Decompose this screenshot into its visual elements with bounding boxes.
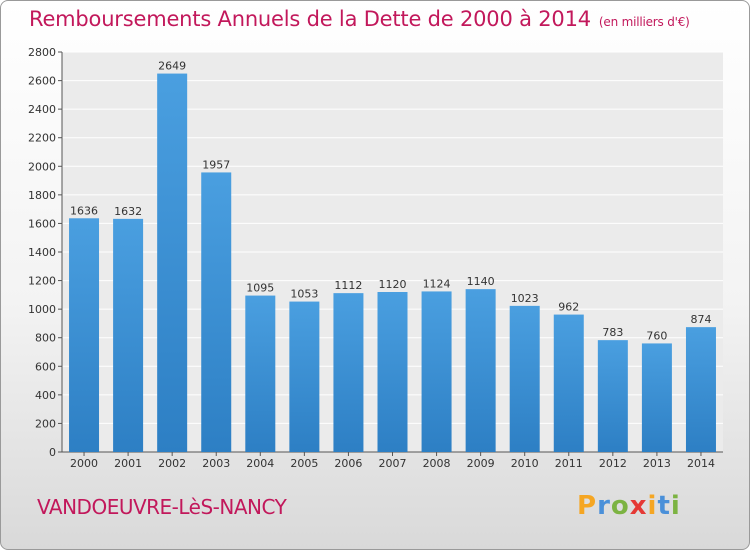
logo-letter: i — [647, 491, 658, 521]
data-label: 1120 — [379, 278, 407, 291]
x-tick-label: 2011 — [555, 457, 583, 470]
bar — [289, 301, 320, 452]
x-tick-label: 2006 — [334, 457, 362, 470]
bar — [157, 73, 188, 453]
x-tick-label: 2001 — [114, 457, 142, 470]
bar — [377, 292, 408, 452]
logo-letter: P — [577, 491, 598, 521]
x-tick-label: 2002 — [158, 457, 186, 470]
bar — [509, 305, 540, 452]
x-tick-label: 2000 — [70, 457, 98, 470]
x-tick-label: 2012 — [599, 457, 627, 470]
data-label: 1636 — [70, 204, 98, 217]
y-tick-label: 2600 — [28, 75, 56, 88]
bar — [333, 293, 364, 452]
y-tick-label: 2000 — [28, 160, 56, 173]
y-tick-label: 0 — [49, 446, 56, 459]
x-tick-label: 2014 — [687, 457, 715, 470]
y-tick-label: 2800 — [28, 46, 56, 59]
y-tick-label: 1800 — [28, 189, 56, 202]
logo-letter: t — [657, 491, 671, 521]
bar — [421, 291, 452, 452]
proxiti-logo: Proxiti — [577, 491, 681, 521]
bar — [641, 343, 672, 452]
y-tick-label: 2200 — [28, 132, 56, 145]
x-tick-label: 2005 — [290, 457, 318, 470]
x-tick-label: 2009 — [467, 457, 495, 470]
data-label: 760 — [646, 329, 667, 342]
y-tick-label: 400 — [35, 389, 56, 402]
x-tick-label: 2004 — [246, 457, 274, 470]
logo-letter: r — [597, 491, 611, 521]
data-label: 962 — [558, 301, 579, 314]
data-label: 1095 — [246, 282, 274, 295]
data-label: 874 — [690, 313, 711, 326]
y-tick-label: 2400 — [28, 103, 56, 116]
y-tick-label: 1600 — [28, 217, 56, 230]
data-label: 1957 — [202, 158, 230, 171]
bar — [597, 340, 628, 452]
y-tick-label: 1200 — [28, 275, 56, 288]
bar — [553, 314, 584, 452]
bar — [113, 218, 144, 452]
y-tick-label: 600 — [35, 360, 56, 373]
data-label: 1023 — [511, 292, 539, 305]
chart-title: Remboursements Annuels de la Dette de 20… — [29, 7, 690, 31]
bar — [465, 289, 496, 452]
bar — [685, 327, 716, 452]
logo-letter: i — [670, 491, 681, 521]
data-label: 783 — [602, 326, 623, 339]
data-label: 2649 — [158, 60, 186, 73]
data-label: 1632 — [114, 205, 142, 218]
logo-letter: o — [610, 491, 630, 521]
data-label: 1112 — [334, 279, 362, 292]
logo-letter: x — [629, 491, 648, 521]
x-tick-label: 2003 — [202, 457, 230, 470]
data-label: 1140 — [467, 275, 495, 288]
y-tick-label: 200 — [35, 417, 56, 430]
y-tick-label: 1400 — [28, 246, 56, 259]
x-tick-label: 2013 — [643, 457, 671, 470]
city-name: VANDOEUVRE-LèS-NANCY — [37, 495, 287, 519]
bar — [245, 295, 276, 452]
x-tick-label: 2008 — [423, 457, 451, 470]
y-tick-label: 1000 — [28, 303, 56, 316]
x-tick-label: 2007 — [379, 457, 407, 470]
bar — [201, 172, 232, 452]
x-tick-label: 2010 — [511, 457, 539, 470]
chart-unit: (en milliers d'€) — [598, 15, 690, 29]
y-tick-label: 800 — [35, 332, 56, 345]
chart-title-text: Remboursements Annuels de la Dette de 20… — [29, 7, 591, 31]
bar — [69, 218, 100, 452]
data-label: 1124 — [423, 277, 451, 290]
data-label: 1053 — [290, 288, 318, 301]
